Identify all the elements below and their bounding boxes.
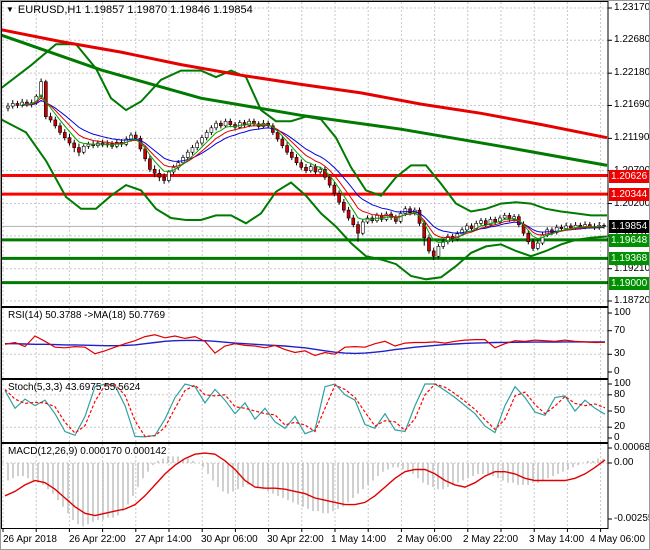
- price-axis-label: 1.21190: [614, 132, 650, 143]
- rsi-indicator-label: RSI(14) 50.3788 ->MA(18) 50.7769: [8, 310, 166, 321]
- macd-axis-label: 0.00: [614, 457, 634, 468]
- time-axis-label: 1 May 14:00: [331, 534, 387, 545]
- stoch-series-layer: [4, 383, 606, 438]
- stoch-axis-label: 0: [614, 432, 620, 443]
- time-axis-label: 26 Apr 22:00: [69, 534, 126, 545]
- time-axis-label: 27 Apr 14:00: [135, 534, 192, 545]
- main-panel-border: [1, 1, 609, 307]
- rsi-panel-border: [1, 307, 609, 379]
- main-series-layer: [2, 28, 608, 285]
- macd-indicator-label: MACD(12,26,9) 0.000170 0.000142: [8, 446, 167, 457]
- stoch-axis-label: 20: [614, 421, 626, 432]
- macd-series-layer: [4, 452, 606, 527]
- rsi-axis-label: 100: [614, 307, 631, 318]
- price-axis-label: 1.22180: [614, 67, 650, 78]
- rsi-series-layer: [4, 334, 606, 357]
- macd-axis-label: 0.000684: [614, 442, 650, 453]
- rsi-axis-label: 30: [614, 348, 626, 359]
- level-price-badge: 1.20626: [609, 170, 649, 183]
- price-axis-label: 1.18720: [614, 295, 650, 306]
- level-price-badge: 1.19648: [609, 234, 649, 247]
- time-axis-label: 3 May 14:00: [529, 534, 585, 545]
- price-axis-label: 1.22680: [614, 34, 650, 45]
- main-hgrid-layer: [2, 7, 608, 302]
- stoch-levels-layer: [2, 394, 608, 428]
- macd-grid-layer: [2, 444, 602, 528]
- time-axis-label: 4 May 06:00: [590, 534, 646, 545]
- time-axis-label: 2 May 06:00: [397, 534, 453, 545]
- stoch-axis-label: 50: [614, 405, 626, 416]
- price-axis-label: 1.21690: [614, 99, 650, 110]
- rsi-axis-label: 0: [614, 366, 620, 377]
- current-price-badge: 1.19854: [609, 220, 649, 233]
- time-axis-label: 30 Apr 22:00: [267, 534, 324, 545]
- stoch-axis-label: 100: [614, 378, 631, 389]
- price-axis-label: 1.20200: [614, 198, 650, 209]
- chevron-down-icon[interactable]: ▼: [6, 5, 14, 14]
- time-axis-label: 30 Apr 06:00: [201, 534, 258, 545]
- symbol-quote-label: EURUSD,H1 1.19857 1.19870 1.19846 1.1985…: [17, 4, 253, 16]
- price-axis-label: 1.23170: [614, 2, 650, 13]
- level-price-badge: 1.19368: [609, 252, 649, 265]
- stoch-axis-label: 80: [614, 389, 626, 400]
- level-price-badge: 1.19000: [609, 277, 649, 290]
- macd-panel-border: [1, 443, 609, 529]
- macd-axis-label: -0.002559: [614, 513, 649, 524]
- chart-title-bar: ▼ EURUSD,H1 1.19857 1.19870 1.19846 1.198…: [6, 4, 253, 16]
- level-price-badge: 1.20344: [609, 188, 649, 201]
- time-axis-label: 2 May 22:00: [463, 534, 519, 545]
- rsi-axis-label: 70: [614, 325, 626, 336]
- time-axis-label: 26 Apr 2018: [3, 534, 57, 545]
- rsi-levels-layer: [2, 330, 608, 355]
- price-axis-label: 1.19210: [614, 263, 650, 274]
- stoch-indicator-label: Stoch(5,3,3) 43.6975 55.5624: [8, 382, 141, 393]
